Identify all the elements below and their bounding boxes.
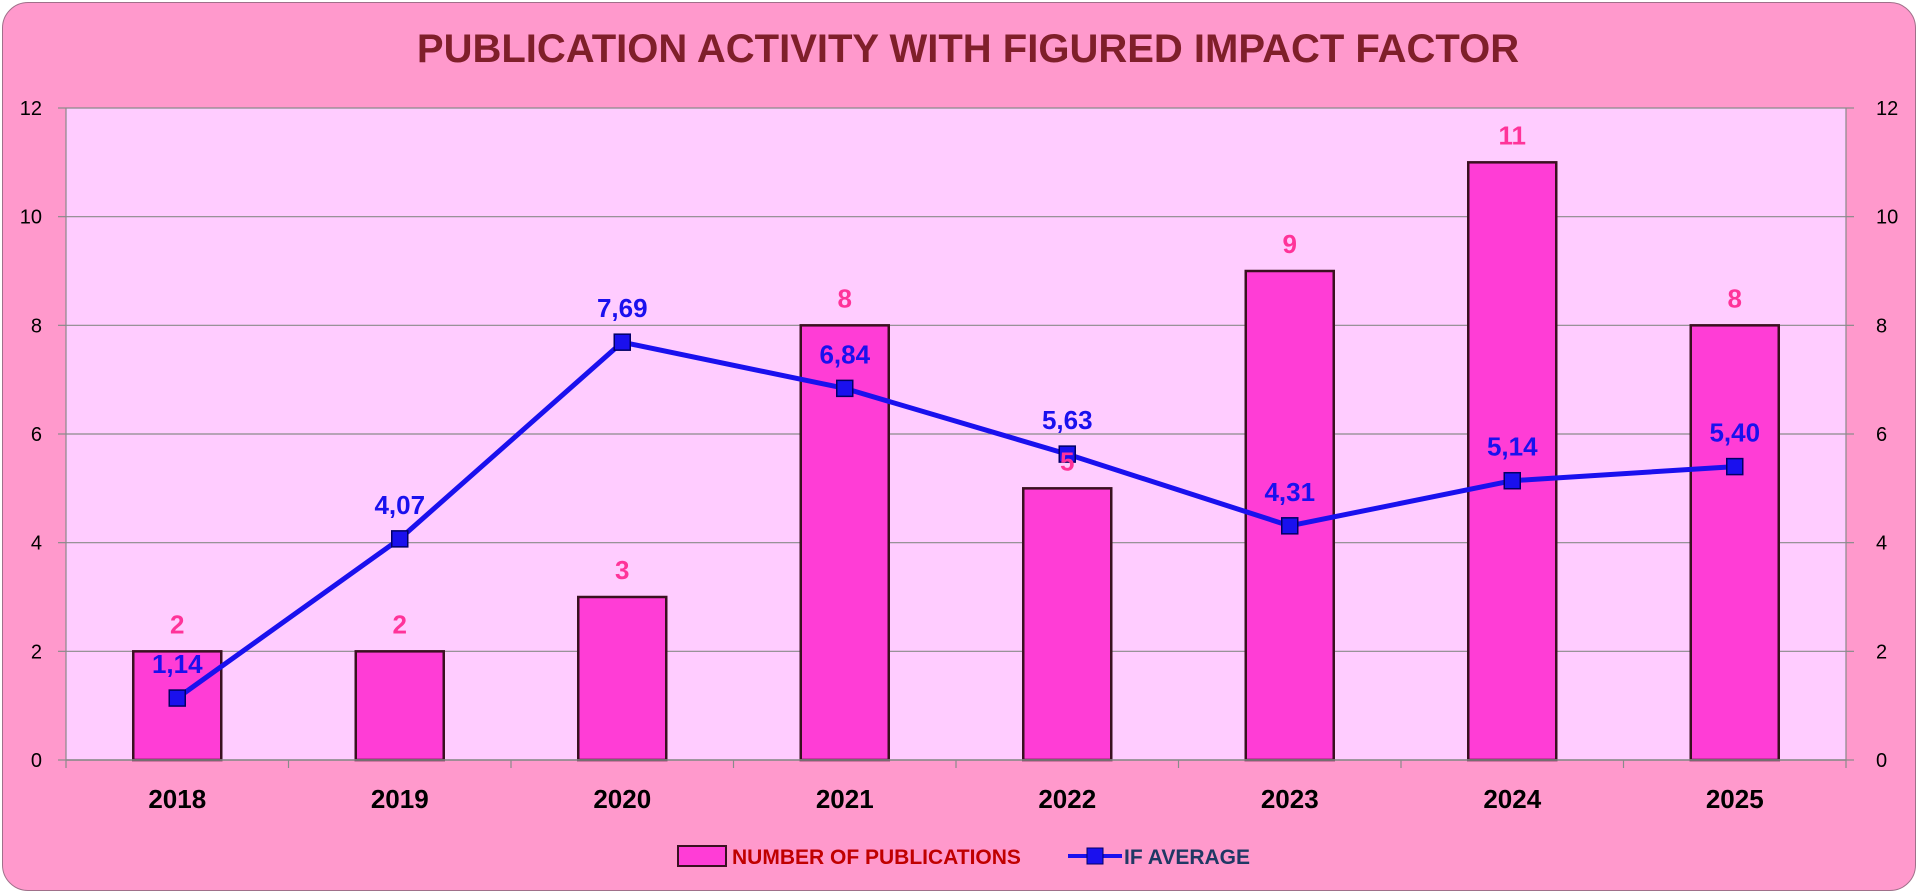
y-tick-label: 0 xyxy=(31,750,42,772)
bar xyxy=(1689,324,1780,762)
bar xyxy=(1022,487,1113,762)
line-marker xyxy=(1503,471,1521,490)
y2-tick-label: 12 xyxy=(1876,98,1898,120)
x-tick-label: 2023 xyxy=(1261,784,1319,814)
legend-line-label: IF AVERAGE xyxy=(1124,846,1250,869)
y-axis-left: 0 2 4 6 8 10 12 xyxy=(20,98,67,772)
line-data-label: 1,14 xyxy=(152,649,203,679)
bar xyxy=(577,595,668,762)
y-tick-label: 8 xyxy=(31,315,42,337)
line-marker xyxy=(1058,445,1076,463)
line-data-label: 5,14 xyxy=(1487,432,1538,462)
y2-tick-label: 0 xyxy=(1876,750,1887,772)
line-marker xyxy=(836,379,854,398)
x-tick-label: 2020 xyxy=(593,784,651,814)
line-marker xyxy=(1726,457,1744,476)
line-path xyxy=(175,339,1735,701)
x-tick-label: 2018 xyxy=(148,784,206,814)
line-marker xyxy=(168,689,186,707)
y2-tick-label: 8 xyxy=(1876,315,1887,337)
x-tick-label: 2021 xyxy=(816,784,874,814)
y2-tick-label: 2 xyxy=(1876,641,1887,663)
x-tick-label: 2025 xyxy=(1706,784,1764,814)
bar-data-label: 8 xyxy=(1728,283,1742,313)
x-axis: 2018 2019 2020 2021 2022 2023 2024 2025 xyxy=(65,759,1847,814)
line-data-label: 5,40 xyxy=(1709,418,1760,448)
legend-line-marker xyxy=(1086,847,1104,865)
y-tick-label: 4 xyxy=(31,533,42,555)
bar-data-label: 11 xyxy=(1499,120,1527,150)
x-tick-label: 2022 xyxy=(1038,784,1096,814)
bar xyxy=(354,650,445,762)
legend: NUMBER OF PUBLICATIONS IF AVERAGE xyxy=(677,845,1250,869)
y-tick-label: 10 xyxy=(20,207,42,229)
line-data-label: 7,69 xyxy=(597,293,648,323)
chart-title: PUBLICATION ACTIVITY WITH FIGURED IMPACT… xyxy=(417,27,1519,71)
line-marker xyxy=(613,333,631,351)
x-tick-label: 2019 xyxy=(371,784,429,814)
line-series xyxy=(168,333,1744,707)
line-data-label: 4,07 xyxy=(374,490,425,520)
bar-data-label: 9 xyxy=(1283,229,1297,259)
y2-tick-label: 4 xyxy=(1876,533,1887,555)
bar-data-label: 8 xyxy=(838,283,852,313)
x-tick-label: 2024 xyxy=(1483,784,1541,814)
bar-data-label: 5 xyxy=(1060,446,1074,476)
legend-bars-label: NUMBER OF PUBLICATIONS xyxy=(732,846,1021,869)
y-tick-label: 2 xyxy=(31,641,42,663)
bar-data-label: 3 xyxy=(615,555,629,585)
legend-bars-swatch xyxy=(677,845,727,867)
line-data-label: 5,63 xyxy=(1042,405,1093,435)
bar-data-label: 2 xyxy=(170,609,184,639)
y2-tick-label: 6 xyxy=(1876,424,1887,446)
y-tick-label: 12 xyxy=(20,98,42,120)
line-data-label: 6,84 xyxy=(819,339,870,369)
y-tick-label: 6 xyxy=(31,424,42,446)
bar xyxy=(1467,161,1558,762)
y-axis-right: 0 2 4 6 8 10 12 xyxy=(1845,98,1898,772)
bar-labels: 2 2 3 8 5 9 11 8 xyxy=(170,120,1742,639)
y2-tick-label: 10 xyxy=(1876,207,1898,229)
line-marker xyxy=(1281,517,1299,535)
bar-data-label: 2 xyxy=(393,609,407,639)
line-labels: 1,14 4,07 7,69 6,84 5,63 4,31 5,14 5,40 xyxy=(152,293,1760,679)
line-marker xyxy=(391,530,409,548)
line-data-label: 4,31 xyxy=(1264,477,1315,507)
